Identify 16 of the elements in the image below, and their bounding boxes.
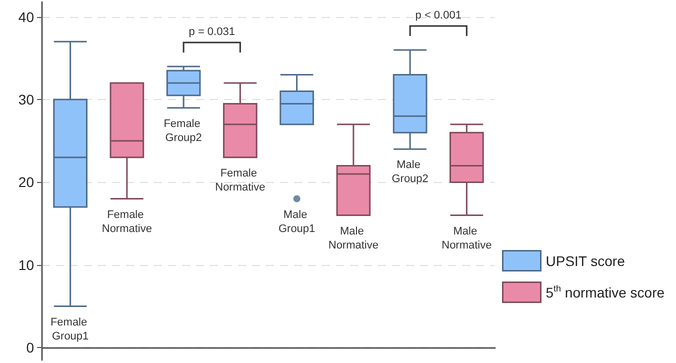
- x-tick-label: Female Group1: [50, 316, 90, 342]
- x-tick-label: Female Normative: [102, 208, 152, 235]
- y-tick-label: 30: [18, 92, 34, 108]
- y-tick-label: 10: [18, 256, 34, 273]
- annotation: p < 0.001: [415, 9, 462, 22]
- y-tick-label: 20: [18, 174, 34, 190]
- x-tick-label: Male Group1: [278, 208, 316, 235]
- x-tick-label: Male Normative: [442, 225, 492, 252]
- x-tick-label: Female Group2: [164, 118, 204, 144]
- y-tick-label: 40: [18, 8, 34, 25]
- y-tick-label: 0: [26, 340, 34, 356]
- x-tick-label: Male Group2: [392, 159, 428, 186]
- x-tick-label: Female Normative: [215, 167, 266, 194]
- annotation: p = 0.031: [188, 26, 235, 38]
- legend-label: UPSIT score: [546, 252, 626, 269]
- x-tick-label: Male Normative: [328, 225, 378, 252]
